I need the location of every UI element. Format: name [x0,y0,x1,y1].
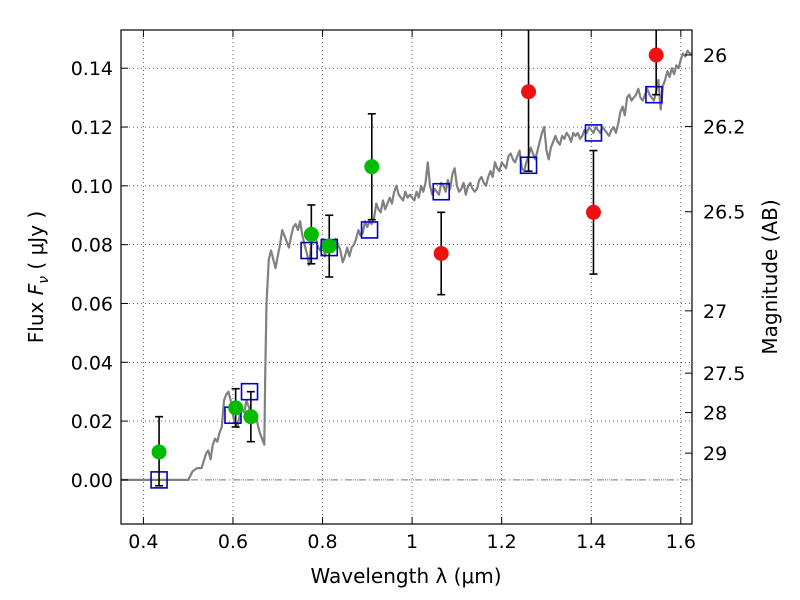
model-box-marker [432,182,451,201]
model-box-marker [300,241,318,260]
model-box-marker [645,85,663,104]
observed-points [151,47,664,460]
y-tick-label: 0.10 [71,176,113,198]
model-box-marker [360,221,379,239]
model-photometry-boxes [150,85,663,489]
y-tick-label: 0.06 [71,293,113,315]
model-box-marker [240,382,259,401]
x-tick-label: 0.6 [218,531,248,553]
y-tick-label: 0.14 [71,58,113,80]
y-tick-label: 0.02 [71,411,113,433]
secondary-y-axis-title: Magnitude (AB) [758,199,782,354]
green-data-point [151,444,167,460]
red-data-point [433,245,449,261]
y2-tick-label: 27 [703,301,727,323]
y2-tick-label: 29 [703,443,727,465]
y-axis-title-prefix: Flux [24,295,48,343]
x-tick-label: 1 [406,531,418,553]
secondary-y-axis-ticks: 26 26.2 26.5 27 27.5 28 29 [685,45,745,465]
y-axis-title-suffix: ( μJy ) [24,211,48,276]
green-data-point [321,238,337,254]
x-tick-label: 1.6 [666,531,696,553]
y2-tick-label: 28 [703,403,727,425]
y-axis-ticks: 0.00 0.02 0.04 0.06 0.08 0.10 0.12 0.14 [71,58,128,492]
plot-area [121,30,692,489]
x-tick-label: 0.8 [307,531,337,553]
red-data-point [585,204,601,220]
y2-tick-label: 26.5 [703,202,745,224]
y2-tick-label: 26.2 [703,116,745,138]
x-tick-label: 1.2 [487,531,517,553]
y-axis-title: Flux Fν ( μJy ) [24,211,52,343]
x-tick-label: 0.4 [128,531,158,553]
y-tick-label: 0.00 [71,470,113,492]
red-data-point [648,47,664,63]
y2-tick-label: 27.5 [703,363,745,385]
x-axis-title: Wavelength λ (μm) [310,564,501,588]
y-axis-title-symbol: F [24,283,48,295]
y2-tick-label: 26 [703,45,727,67]
model-box-marker [584,124,603,142]
x-tick-label: 1.4 [576,531,606,553]
green-data-point [243,409,259,425]
plot-frame [120,29,693,525]
y-axis-title-subscript: ν [36,276,52,284]
y-tick-label: 0.08 [71,235,113,257]
red-data-point [521,84,537,100]
green-data-point [364,159,380,175]
y-tick-label: 0.12 [71,117,113,139]
y-tick-label: 0.04 [71,352,113,374]
green-data-point [228,400,244,416]
x-axis-ticks: 0.4 0.6 0.8 1 1.2 1.4 1.6 [128,30,696,553]
green-data-point [303,226,319,242]
